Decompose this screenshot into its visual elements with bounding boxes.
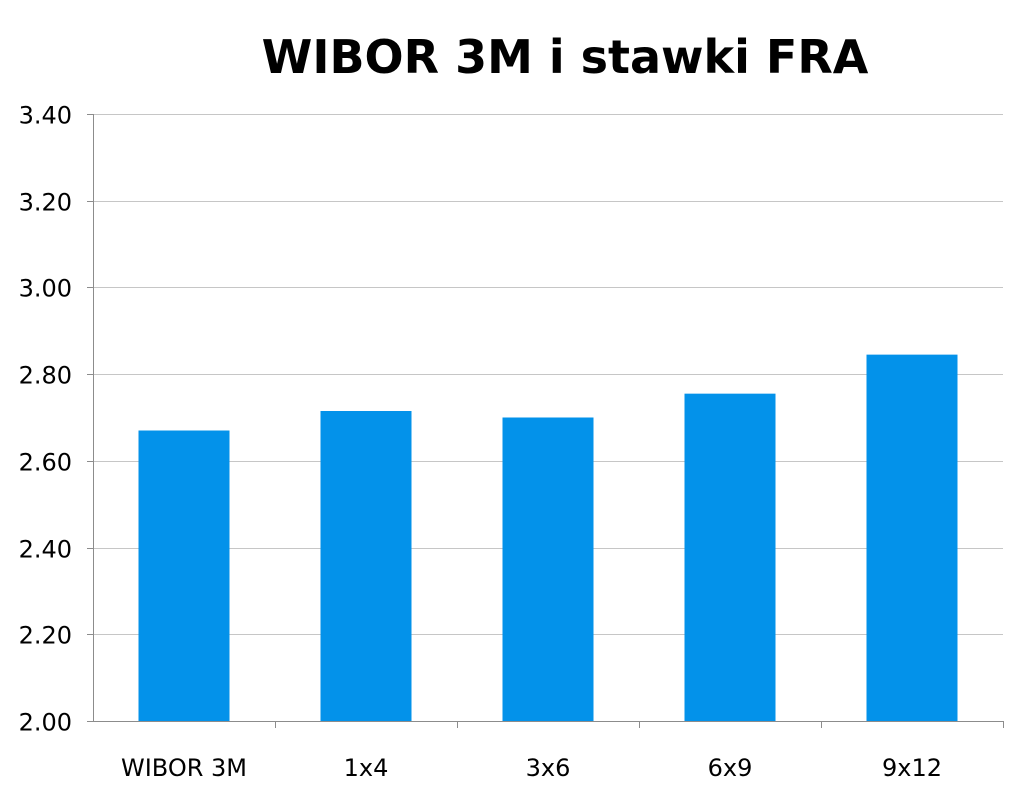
y-tick-label: 2.40 [19, 536, 72, 564]
x-tick-label: 9x12 [882, 754, 942, 782]
y-tick-label: 3.20 [19, 189, 72, 217]
y-tick-label: 2.80 [19, 362, 72, 390]
x-tick-label: 6x9 [708, 754, 753, 782]
y-tick-label: 2.00 [19, 709, 72, 737]
bars [138, 354, 958, 721]
bar-1x4 [320, 410, 412, 721]
bar-wibor-3m [138, 430, 230, 721]
x-tick-label: 1x4 [344, 754, 389, 782]
y-tick-labels: 2.00 2.20 2.40 2.60 2.80 3.00 3.20 3.40 [19, 102, 72, 737]
x-tick-labels: WIBOR 3M 1x4 3x6 6x9 9x12 [121, 754, 942, 782]
y-tick-label: 3.40 [19, 102, 72, 130]
y-tick-label: 2.20 [19, 622, 72, 650]
bar-6x9 [684, 393, 776, 721]
bar-9x12 [866, 354, 958, 721]
y-tick-label: 2.60 [19, 449, 72, 477]
x-tick-label: WIBOR 3M [121, 754, 247, 782]
y-tick-label: 3.00 [19, 275, 72, 303]
x-tick-label: 3x6 [526, 754, 571, 782]
chart-title: WIBOR 3M i stawki FRA [261, 30, 869, 84]
axes [87, 114, 1004, 728]
bar-3x6 [502, 417, 594, 721]
